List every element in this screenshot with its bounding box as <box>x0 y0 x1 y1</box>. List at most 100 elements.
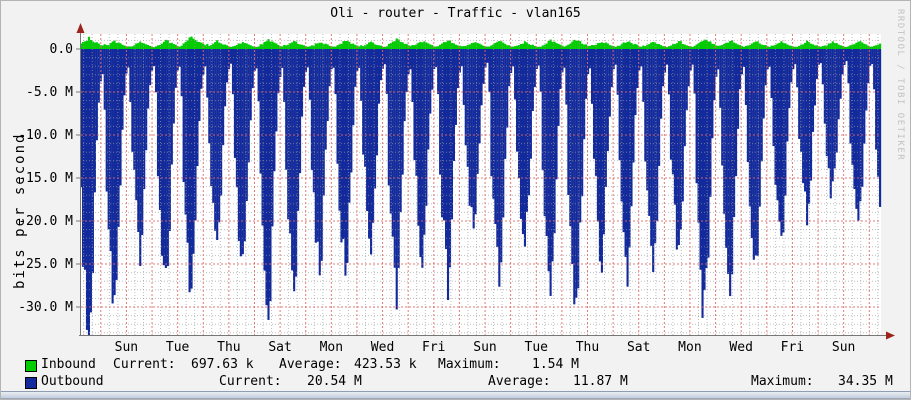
outbound-bar <box>519 49 523 219</box>
outbound-bar <box>829 49 832 199</box>
outbound-bar <box>202 49 205 75</box>
outbound-bar <box>577 49 580 289</box>
inbound-bar <box>875 45 878 49</box>
inbound-bar <box>494 42 497 49</box>
inbound-bar <box>811 44 815 49</box>
outbound-bar <box>322 49 325 196</box>
inbound-bar <box>271 41 274 49</box>
inbound-bar <box>636 44 639 49</box>
outbound-bar <box>514 49 517 100</box>
outbound-bar <box>567 49 570 196</box>
outbound-bar <box>833 49 836 169</box>
inbound-bar <box>519 44 523 49</box>
inbound-bar <box>448 40 452 49</box>
outbound-bar <box>527 49 530 196</box>
outbound-bar <box>368 49 371 239</box>
inbound-bar <box>143 43 146 49</box>
outbound-bar <box>336 49 339 164</box>
inbound-bar <box>103 44 106 49</box>
outbound-bar <box>510 49 513 73</box>
inbound-bar <box>790 45 793 49</box>
outbound-bar <box>454 49 457 125</box>
inbound-bar <box>583 44 586 49</box>
outbound-bar <box>399 49 402 213</box>
outbound-bar <box>557 49 560 126</box>
inbound-bar <box>364 45 367 49</box>
inbound-bar <box>502 42 505 49</box>
outbound-bar <box>375 49 379 156</box>
inbound-bar <box>231 46 235 49</box>
inbound-bar <box>516 45 519 49</box>
outbound-bar <box>379 49 382 81</box>
outbound-maximum-label: Maximum: <box>751 374 814 389</box>
outbound-bar <box>85 49 89 330</box>
outbound-bar <box>320 49 323 261</box>
inbound-bar <box>498 41 501 49</box>
inbound-bar <box>648 44 651 49</box>
inbound-bar <box>557 43 560 49</box>
outbound-bar <box>80 49 83 188</box>
outbound-bar <box>798 49 801 139</box>
inbound-bar <box>833 42 836 49</box>
inbound-bar <box>531 44 534 49</box>
outbound-bar <box>644 49 647 162</box>
inbound-bar <box>245 43 248 49</box>
outbound-bar <box>123 49 126 96</box>
inbound-bar <box>314 43 317 49</box>
outbound-bar <box>699 49 702 270</box>
outbound-bar <box>172 49 175 124</box>
inbound-bar <box>115 43 118 49</box>
inbound-bar <box>804 42 807 49</box>
outbound-bar <box>482 49 485 84</box>
outbound-bar <box>579 49 582 223</box>
inbound-bar <box>835 43 838 49</box>
inbound-bar <box>196 41 199 49</box>
outbound-bar <box>265 49 268 306</box>
outbound-bar <box>758 49 761 207</box>
outbound-bar <box>474 49 477 215</box>
inbound-bar <box>168 43 171 49</box>
inbound-bar <box>533 45 536 49</box>
inbound-bar <box>628 41 631 49</box>
outbound-bar <box>843 49 846 66</box>
outbound-bar <box>458 49 461 73</box>
outbound-bar <box>585 49 588 99</box>
inbound-bar <box>478 43 481 49</box>
outbound-bar <box>867 49 870 84</box>
inbound-bar <box>614 46 617 49</box>
outbound-bar <box>287 49 290 220</box>
outbound-bar <box>533 49 536 88</box>
outbound-bar <box>516 49 519 152</box>
outbound-bar <box>143 49 146 190</box>
inbound-bar <box>476 42 479 49</box>
outbound-bar <box>500 49 503 263</box>
inbound-bar <box>350 43 353 49</box>
outbound-bar <box>275 49 278 132</box>
outbound-bar <box>328 49 331 87</box>
outbound-bar <box>831 49 834 182</box>
inbound-bar <box>549 39 552 49</box>
inbound-bar <box>97 43 100 49</box>
outbound-bar <box>705 49 708 268</box>
outbound-bar <box>190 49 193 289</box>
inbound-bar <box>310 45 313 49</box>
inbound-bar <box>427 43 430 49</box>
inbound-bar <box>598 42 601 49</box>
inbound-bar <box>166 40 169 49</box>
outbound-bar <box>245 49 248 202</box>
inbound-bar <box>663 46 667 49</box>
x-tick-label: Mon <box>319 340 344 355</box>
inbound-bar <box>297 43 300 49</box>
outbound-bar <box>675 49 678 250</box>
inbound-bar <box>831 41 834 49</box>
outbound-bar <box>273 49 276 172</box>
outbound-bar <box>756 49 759 256</box>
outbound-bar <box>549 49 552 296</box>
outbound-bar <box>308 49 311 100</box>
outbound-bar <box>194 49 197 221</box>
outbound-bar <box>231 49 235 95</box>
x-tick-label: Sat <box>268 340 292 355</box>
outbound-bar <box>697 49 700 223</box>
inbound-bar <box>632 44 635 49</box>
inbound-bar <box>89 39 92 49</box>
